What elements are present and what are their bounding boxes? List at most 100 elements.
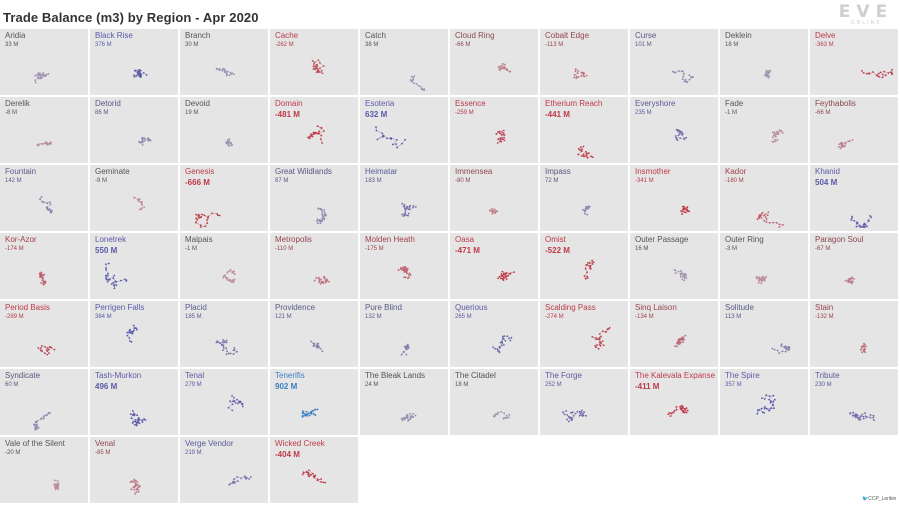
star-system-dot	[236, 476, 239, 478]
star-system-dot	[236, 398, 238, 401]
star-system-dot	[222, 276, 224, 279]
star-system-dot	[773, 348, 776, 351]
star-system-dot	[573, 76, 575, 79]
star-system-dot	[105, 278, 108, 281]
region-trade-balance: -175 M	[365, 246, 384, 252]
star-system-dot	[113, 284, 115, 287]
star-system-dot	[685, 80, 687, 83]
region-name: Molden Heath	[365, 235, 415, 244]
star-system-dot	[840, 145, 843, 148]
star-system-dot	[685, 136, 688, 139]
star-system-dot	[136, 421, 139, 424]
region-name: Immensea	[455, 167, 493, 176]
star-system-dot	[46, 144, 49, 146]
region-grid: Aridia 33 M Black Rise 376 M Branch 30 M Cache…	[0, 29, 900, 504]
star-system-dot	[312, 65, 315, 68]
star-system-dot	[211, 212, 214, 215]
star-system-dot	[402, 350, 405, 353]
star-system-dot	[677, 338, 680, 341]
region-name: Tribute	[815, 371, 840, 380]
star-system-dot	[135, 69, 137, 72]
author-credit: 🐦CCP_Lerikin	[862, 496, 897, 502]
star-system-dot	[855, 415, 858, 418]
star-system-dot	[233, 478, 235, 480]
region-trade-balance: -411 M	[635, 382, 660, 391]
star-system-dot	[491, 212, 494, 215]
star-system-dot	[49, 142, 52, 145]
star-system-dot	[57, 482, 60, 485]
region-tile-kador: Kador -180 M	[720, 165, 808, 231]
star-system-dot	[216, 213, 218, 215]
star-system-dot	[130, 488, 133, 491]
region-tile-tenal: Tenal 279 M	[180, 369, 268, 435]
region-tile-the-kalevala-expanse: The Kalevala Expanse -411 M	[630, 369, 718, 435]
star-system-dot	[34, 427, 37, 430]
region-name: Insmother	[635, 167, 671, 176]
star-system-dot	[199, 226, 202, 228]
region-name: Black Rise	[95, 31, 133, 40]
star-system-dot	[872, 414, 875, 417]
star-system-dot	[853, 219, 856, 222]
star-system-dot	[414, 414, 417, 417]
region-trade-balance: -471 M	[455, 246, 480, 255]
star-system-dot	[756, 277, 758, 280]
region-tile-etherium-reach: Etherium Reach -441 M	[540, 97, 628, 163]
star-system-dot	[41, 200, 44, 203]
star-system-dot	[48, 346, 51, 348]
region-trade-balance: -404 M	[275, 450, 300, 459]
star-system-dot	[135, 75, 138, 77]
region-tile-perrigen-falls: Perrigen Falls 384 M	[90, 301, 178, 367]
star-system-dot	[133, 329, 135, 332]
star-system-dot	[203, 214, 206, 217]
star-system-dot	[491, 211, 494, 213]
region-name: Placid	[185, 303, 207, 312]
region-map-black-rise	[133, 68, 148, 79]
star-system-dot	[778, 352, 781, 355]
star-system-dot	[769, 401, 772, 404]
star-system-dot	[312, 345, 315, 348]
star-system-dot	[502, 63, 504, 65]
star-system-dot	[776, 349, 779, 352]
region-map-the-bleak-lands	[400, 412, 417, 422]
star-system-dot	[685, 407, 688, 409]
region-tile-domain: Domain -481 M	[270, 97, 358, 163]
region-map-vale-of-the-silent	[53, 479, 60, 491]
star-system-dot	[500, 140, 503, 143]
star-system-dot	[231, 403, 234, 406]
star-system-dot	[48, 412, 50, 415]
star-system-dot	[583, 275, 586, 277]
star-system-dot	[576, 75, 578, 78]
star-system-dot	[852, 414, 854, 417]
region-name: Kor-Azor	[5, 235, 37, 244]
star-system-dot	[317, 68, 319, 70]
region-map-catch	[409, 75, 426, 92]
star-system-dot	[302, 471, 305, 474]
region-tile-devoid: Devoid 19 M	[180, 97, 268, 163]
star-system-dot	[232, 353, 235, 355]
star-system-dot	[858, 416, 860, 419]
star-system-dot	[678, 343, 681, 345]
star-system-dot	[498, 275, 501, 278]
region-tile-impass: Impass 72 M	[540, 165, 628, 231]
region-name: Curse	[635, 31, 657, 40]
star-system-dot	[404, 345, 407, 348]
region-tile-branch: Branch 30 M	[180, 29, 268, 95]
star-system-dot	[683, 408, 686, 410]
star-system-dot	[502, 138, 504, 141]
star-system-dot	[864, 412, 866, 414]
star-system-dot	[405, 271, 408, 274]
star-system-dot	[587, 262, 589, 264]
star-system-dot	[36, 419, 39, 422]
star-system-dot	[207, 215, 210, 218]
star-system-dot	[496, 142, 499, 144]
region-trade-balance: 18 M	[455, 382, 469, 388]
star-system-dot	[501, 136, 503, 139]
star-system-dot	[580, 414, 583, 416]
star-system-dot	[407, 208, 410, 211]
star-system-dot	[232, 400, 234, 403]
star-system-dot	[138, 422, 141, 425]
region-tile-curse: Curse 101 M	[630, 29, 718, 95]
region-name: Malpais	[185, 235, 213, 244]
star-system-dot	[129, 413, 132, 415]
star-system-dot	[889, 71, 892, 74]
